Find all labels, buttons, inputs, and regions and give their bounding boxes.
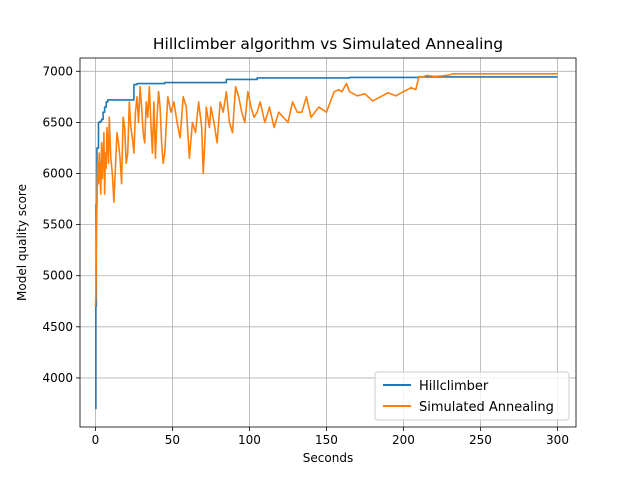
- y-tick-label: 5500: [42, 218, 73, 232]
- plot-lines: [94, 73, 558, 410]
- y-tick-label: 4000: [42, 371, 73, 385]
- y-axis-ticks: 4000 4500 5000 5500 6000 6500 7000: [42, 64, 80, 385]
- legend: Hillclimber Simulated Annealing: [374, 371, 570, 421]
- x-tick-label: 0: [92, 433, 100, 447]
- legend-box: [374, 371, 570, 421]
- x-tick-label: 200: [392, 433, 415, 447]
- x-axis-ticks: 0 50 100 150 200 250 300: [92, 427, 569, 447]
- x-tick-label: 100: [238, 433, 261, 447]
- x-tick-label: 300: [546, 433, 569, 447]
- x-axis-label: Seconds: [303, 451, 353, 465]
- series-line-simulated-annealing: [94, 73, 558, 307]
- y-tick-label: 6000: [42, 167, 73, 181]
- x-tick-label: 150: [315, 433, 338, 447]
- plot-frame: [79, 57, 577, 428]
- legend-label-simulated-annealing: Simulated Annealing: [419, 400, 554, 415]
- legend-label-hillclimber: Hillclimber: [419, 379, 489, 394]
- y-tick-label: 7000: [42, 64, 73, 78]
- y-tick-label: 6500: [42, 115, 73, 129]
- y-tick-label: 4500: [42, 320, 73, 334]
- y-tick-label: 5000: [42, 269, 73, 283]
- series-line-hillclimber: [95, 76, 558, 410]
- grid: [80, 58, 576, 427]
- x-tick-label: 250: [469, 433, 492, 447]
- y-axis-label: Model quality score: [15, 184, 29, 301]
- x-tick-label: 50: [165, 433, 180, 447]
- chart-title: Hillclimber algorithm vs Simulated Annea…: [153, 35, 503, 53]
